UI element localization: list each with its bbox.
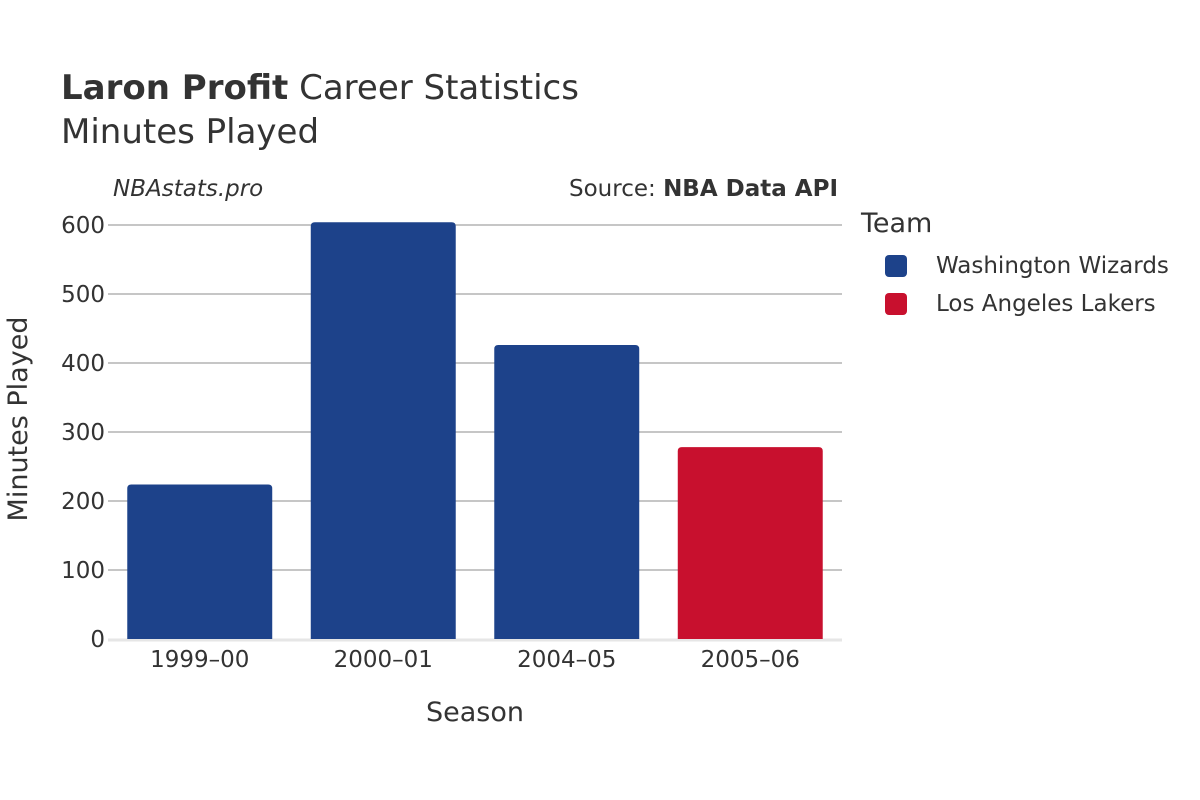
y-tick-label: 300 [61,420,105,446]
bar-2005–06[interactable] [677,447,823,639]
legend-swatch [885,255,907,277]
source-credit: Source: NBA Data API [569,176,838,202]
legend: Team Washington Wizards Los Angeles Lake… [861,208,1169,323]
legend-swatch [885,293,907,315]
legend-label: Washington Wizards [936,253,1169,279]
bar-2000–01[interactable] [310,222,456,640]
y-axis-label: Minutes Played [3,317,34,522]
y-tick-label: 400 [61,351,105,377]
legend-label: Los Angeles Lakers [936,291,1156,317]
player-name: Laron Profit [61,68,289,108]
chart-subtitle: Minutes Played [61,112,320,152]
legend-title: Team [861,208,933,239]
legend-item-washington-wizards[interactable]: Washington Wizards [861,247,1169,285]
watermark: NBAstats.pro [113,176,264,202]
y-tick-label: 0 [90,627,105,653]
bars [127,222,823,640]
chart-title-block: Laron Profit Career Statistics Minutes P… [61,66,579,154]
bar-1999–00[interactable] [127,484,273,639]
y-tick-label: 600 [61,213,105,239]
x-tick-label: 2005–06 [701,647,800,673]
x-tick-labels: 1999–00 2000–01 2004–05 2005–06 [150,647,800,673]
y-tick-label: 200 [61,489,105,515]
x-tick-label: 2000–01 [334,647,433,673]
x-tick-label: 1999–00 [150,647,249,673]
bar-2004–05[interactable] [494,345,640,639]
source-label: Source: [569,176,664,202]
title-rest: Career Statistics [299,68,579,108]
y-tick-label: 500 [61,282,105,308]
y-tick-labels: 0 100 200 300 400 500 600 [61,213,105,653]
legend-item-los-angeles-lakers[interactable]: Los Angeles Lakers [861,285,1169,323]
y-tick-label: 100 [61,558,105,584]
chart-title: Laron Profit Career Statistics [61,66,579,110]
source-name: NBA Data API [663,176,838,202]
x-tick-label: 2004–05 [517,647,616,673]
x-axis-label: Season [426,697,524,728]
